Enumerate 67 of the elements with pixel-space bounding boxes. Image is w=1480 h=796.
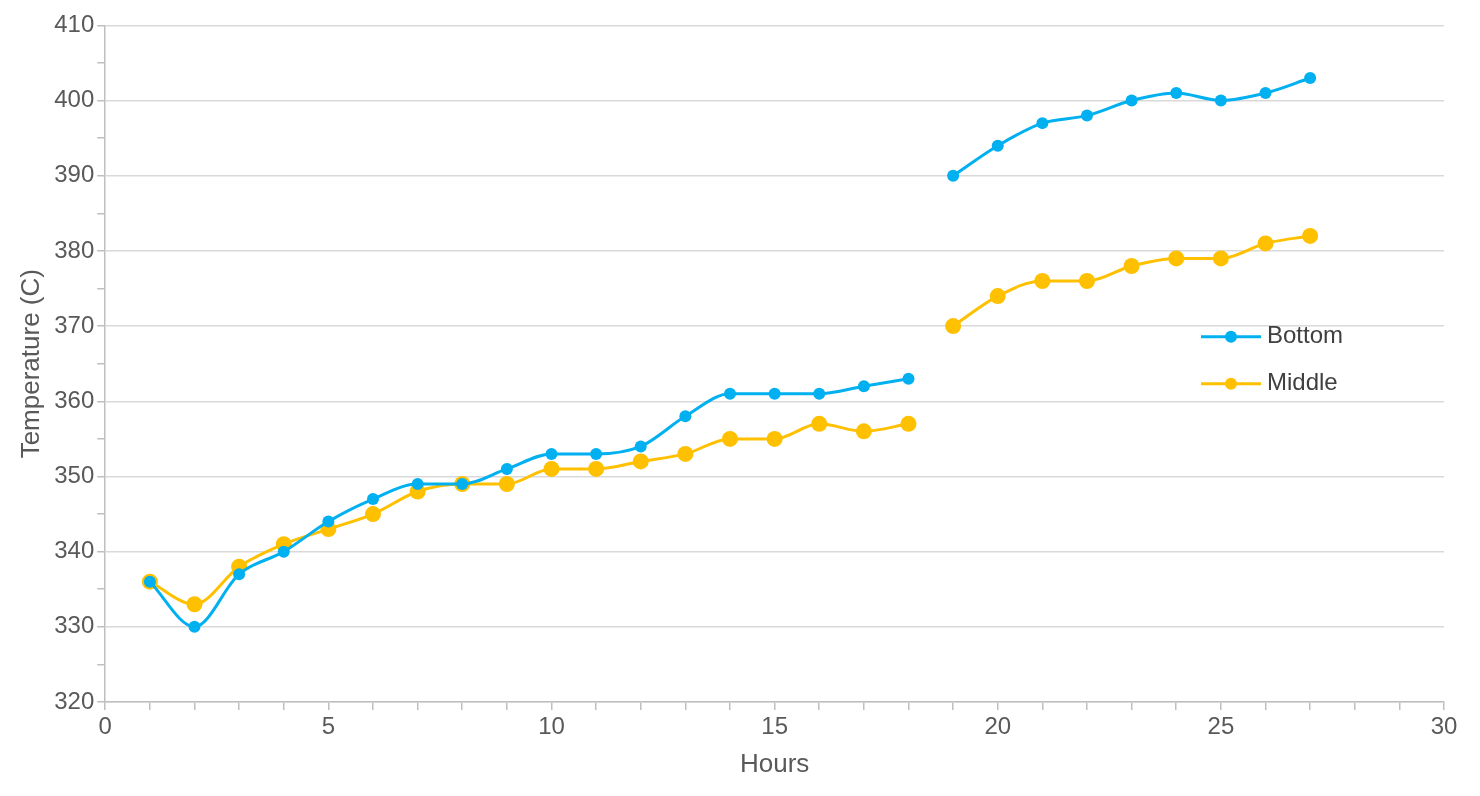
point: [1214, 94, 1227, 107]
point: [1034, 273, 1051, 289]
point: [634, 440, 647, 453]
y-tick-label: 320: [54, 686, 95, 714]
point: [855, 423, 872, 440]
y-tick-label: 390: [54, 160, 95, 188]
legend-label: Middle: [1267, 368, 1338, 396]
point: [1081, 109, 1093, 122]
point: [277, 545, 290, 558]
point: [945, 318, 962, 335]
point: [364, 506, 381, 523]
y-tick-label: 400: [54, 85, 95, 113]
point: [366, 493, 379, 506]
point: [679, 410, 692, 423]
point: [1123, 257, 1140, 274]
point: [900, 415, 917, 432]
point: [498, 475, 515, 492]
point: [588, 460, 605, 477]
y-tick-label: 360: [54, 385, 95, 413]
point: [411, 477, 424, 490]
point: [632, 453, 649, 470]
y-tick-label: 380: [54, 235, 95, 263]
point: [233, 568, 246, 581]
point: [724, 387, 736, 400]
point: [1170, 87, 1183, 100]
point: [590, 447, 603, 460]
point: [1302, 227, 1319, 244]
point: [188, 620, 201, 633]
point: [1168, 250, 1185, 267]
legend-label: Bottom: [1267, 321, 1344, 349]
point: [811, 415, 828, 432]
x-tick-label: 0: [98, 712, 112, 740]
point: [1259, 87, 1272, 100]
point: [322, 515, 335, 528]
point: [722, 430, 738, 447]
y-tick-label: 350: [54, 461, 95, 489]
point: [947, 169, 960, 182]
point: [1125, 94, 1138, 107]
x-tick-label: 5: [321, 712, 336, 740]
point: [1079, 273, 1095, 289]
point: [902, 372, 915, 385]
point: [545, 447, 558, 460]
point: [768, 387, 781, 400]
x-axis-title: Hours: [739, 747, 810, 778]
point: [813, 387, 826, 400]
y-tick-label: 370: [54, 310, 95, 338]
point: [857, 380, 870, 393]
y-axis-title: Temperature (C): [14, 269, 45, 459]
x-tick-label: 25: [1207, 712, 1235, 740]
point: [186, 596, 203, 613]
point: [1212, 250, 1229, 267]
point: [991, 139, 1004, 152]
x-tick-label: 20: [984, 712, 1012, 740]
y-tick-label: 340: [54, 536, 95, 564]
point: [500, 462, 513, 475]
point: [1257, 235, 1274, 252]
x-tick-label: 30: [1430, 712, 1458, 740]
point: [989, 288, 1006, 305]
point: [543, 460, 560, 477]
point: [677, 445, 694, 462]
point: [766, 430, 783, 447]
x-tick-label: 15: [761, 712, 788, 740]
y-tick-label: 330: [54, 611, 95, 639]
x-tick-label: 10: [538, 712, 565, 740]
point: [1304, 72, 1317, 85]
point: [1036, 117, 1049, 130]
y-tick-label: 410: [54, 10, 95, 38]
